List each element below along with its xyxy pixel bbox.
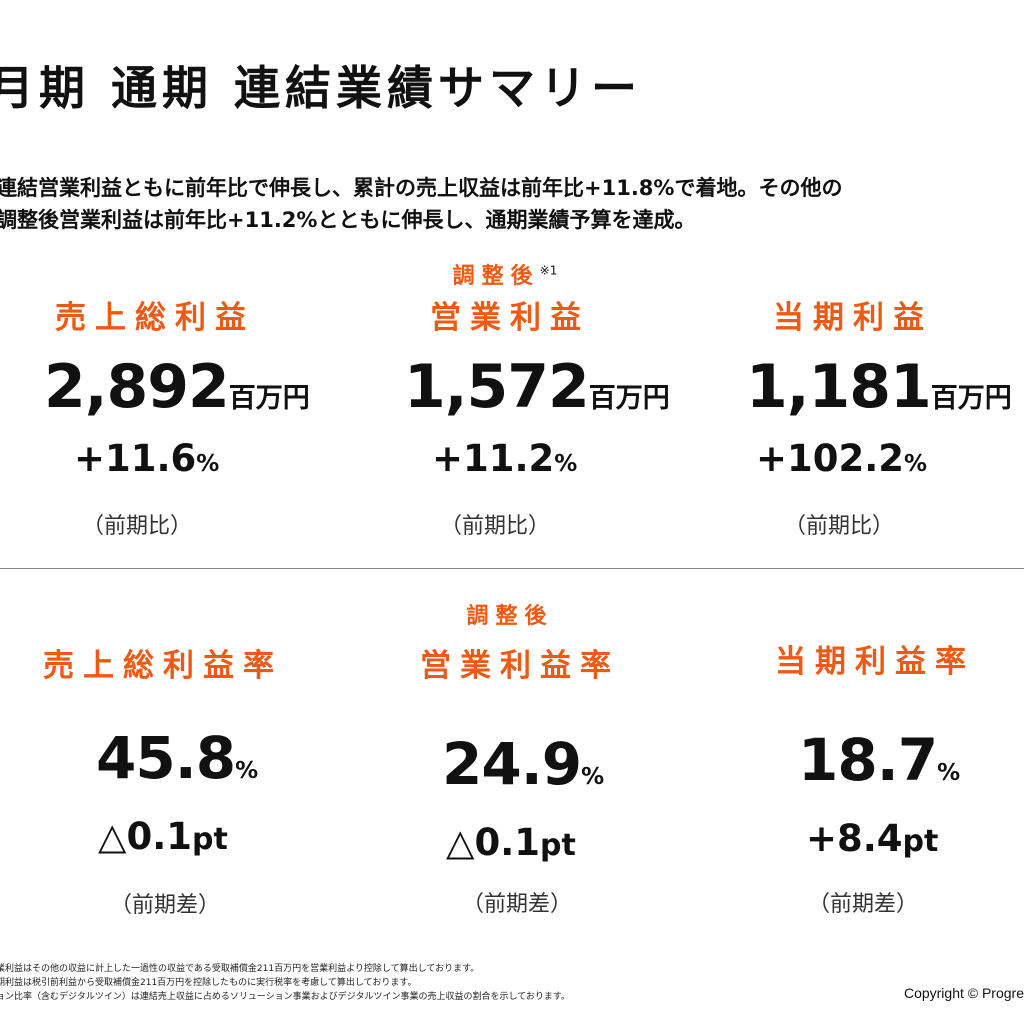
net-margin-comparison: （前期差） <box>808 892 919 917</box>
copyright-notice: Copyright © Progre <box>903 985 1024 1001</box>
net-margin-change: +8.4 <box>806 817 903 860</box>
operating-profit-value: 1,572 <box>404 352 590 422</box>
operating-margin-value-group: 24.9% <box>442 730 604 798</box>
operating-profit-change: +11.2 <box>432 437 555 480</box>
gross-margin-unit: % <box>235 758 259 784</box>
net-profit-value: 1,181 <box>746 352 932 422</box>
net-margin-value: 18.7 <box>798 726 938 794</box>
operating-margin-unit: % <box>581 764 605 790</box>
gross-margin-change: △0.1 <box>98 815 192 858</box>
operating-margin-comparison: （前期差） <box>462 892 573 917</box>
gross-profit-unit: 百万円 <box>228 383 310 414</box>
gross-profit-value-group: 2,892百万円 <box>44 352 310 422</box>
gross-margin-value-group: 45.8% <box>96 724 258 792</box>
operating-margin-change-group: △0.1pt <box>446 821 576 864</box>
gross-profit-label: 売上総利益 <box>55 300 255 336</box>
footnote-3: ョン比率（含むデジタルツイン）は連結売上収益に占めるソリューション事業およびデジ… <box>0 992 571 1002</box>
operating-profit-adjusted-tag: 調整後※1 <box>452 263 558 289</box>
gross-profit-change: +11.6 <box>74 437 197 480</box>
summary-line-2: 調整後営業利益は前年比+11.2%とともに伸長し、通期業績予算を達成。 <box>0 208 696 232</box>
net-profit-change: +102.2 <box>756 437 905 480</box>
net-profit-change-group: +102.2% <box>756 437 927 480</box>
gross-margin-value: 45.8 <box>96 724 236 792</box>
summary-line-1: 連結営業利益ともに前年比で伸長し、累計の売上収益は前年比+11.8%で着地。その… <box>0 176 843 200</box>
operating-margin-change-unit: pt <box>540 828 576 863</box>
operating-margin-value: 24.9 <box>442 730 582 798</box>
net-margin-change-group: +8.4pt <box>806 817 938 860</box>
footnote-marker-1: ※1 <box>539 263 558 278</box>
operating-profit-label: 営業利益 <box>430 300 590 336</box>
net-margin-label: 当期利益率 <box>775 644 975 680</box>
page-title: 月期 通期 連結業績サマリー <box>0 61 643 115</box>
operating-margin-label: 営業利益率 <box>420 648 620 684</box>
footnote-1: 業利益はその他の収益に計上した一過性の収益である受取補償金211百万円を営業利益… <box>0 964 480 974</box>
net-profit-label: 当期利益 <box>773 300 933 336</box>
gross-profit-value: 2,892 <box>44 352 230 422</box>
gross-profit-change-unit: % <box>196 451 220 477</box>
operating-profit-change-group: +11.2% <box>432 437 577 480</box>
gross-profit-comparison: （前期比） <box>82 514 193 539</box>
net-profit-value-group: 1,181百万円 <box>746 352 1012 422</box>
net-profit-change-unit: % <box>904 451 928 477</box>
net-profit-unit: 百万円 <box>930 383 1012 414</box>
operating-profit-comparison: （前期比） <box>440 514 551 539</box>
net-margin-unit: % <box>937 760 961 786</box>
gross-profit-change-group: +11.6% <box>74 437 219 480</box>
section-divider <box>0 568 1024 569</box>
gross-margin-change-unit: pt <box>192 822 228 857</box>
operating-profit-unit: 百万円 <box>588 383 670 414</box>
gross-margin-label: 売上総利益率 <box>43 648 283 684</box>
net-margin-value-group: 18.7% <box>798 726 960 794</box>
gross-margin-comparison: （前期差） <box>110 893 221 918</box>
net-margin-change-unit: pt <box>902 824 939 859</box>
net-profit-comparison: （前期比） <box>784 514 895 539</box>
operating-profit-change-unit: % <box>554 451 578 477</box>
operating-margin-adjusted-tag: 調整後 <box>466 604 554 629</box>
gross-margin-change-group: △0.1pt <box>98 815 228 858</box>
footnote-2: 期利益は税引前利益から受取補償金211百万円を控除したものに実行税率を考慮して算… <box>0 978 417 988</box>
operating-profit-value-group: 1,572百万円 <box>404 352 670 422</box>
operating-margin-change: △0.1 <box>446 821 540 864</box>
